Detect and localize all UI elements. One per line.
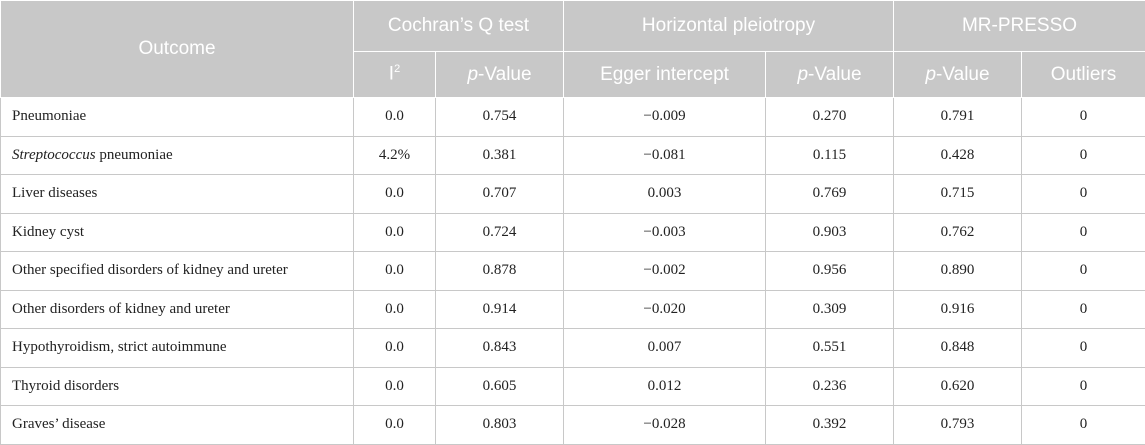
table-row: Graves’ disease 0.0 0.803 −0.028 0.392 0… (1, 406, 1145, 445)
presso-pvalue-cell: 0.848 (894, 329, 1022, 368)
egger-pvalue-cell: 0.956 (766, 252, 894, 291)
i2-cell: 0.0 (354, 290, 436, 329)
outcome-cell: Kidney cyst (1, 213, 354, 252)
q-pvalue-cell: 0.724 (436, 213, 564, 252)
egger-cell: −0.028 (564, 406, 766, 445)
table-row: Kidney cyst 0.0 0.724 −0.003 0.903 0.762… (1, 213, 1145, 252)
outliers-cell: 0 (1022, 290, 1145, 329)
header-presso-pvalue: p-Value (894, 52, 1022, 98)
egger-cell: −0.081 (564, 136, 766, 175)
i2-cell: 4.2% (354, 136, 436, 175)
header-mrpresso: MR-PRESSO (894, 1, 1145, 52)
outcome-cell: Other specified disorders of kidney and … (1, 252, 354, 291)
presso-pvalue-cell: 0.762 (894, 213, 1022, 252)
outcome-cell: Liver diseases (1, 175, 354, 214)
outliers-cell: 0 (1022, 175, 1145, 214)
q-pvalue-cell: 0.605 (436, 367, 564, 406)
q-pvalue-cell: 0.707 (436, 175, 564, 214)
table-row: Hypothyroidism, strict autoimmune 0.0 0.… (1, 329, 1145, 368)
header-row-1: Outcome Cochran’s Q test Horizontal plei… (1, 1, 1145, 52)
outliers-cell: 0 (1022, 406, 1145, 445)
egger-cell: −0.020 (564, 290, 766, 329)
egger-pvalue-cell: 0.115 (766, 136, 894, 175)
header-q-pvalue: p-Value (436, 52, 564, 98)
table-row: Streptococcus pneumoniae 4.2% 0.381 −0.0… (1, 136, 1145, 175)
egger-pvalue-cell: 0.236 (766, 367, 894, 406)
outcome-cell: Graves’ disease (1, 406, 354, 445)
table-row: Other disorders of kidney and ureter 0.0… (1, 290, 1145, 329)
header-cochran: Cochran’s Q test (354, 1, 564, 52)
table-row: Liver diseases 0.0 0.707 0.003 0.769 0.7… (1, 175, 1145, 214)
egger-cell: −0.009 (564, 98, 766, 137)
table-row: Pneumoniae 0.0 0.754 −0.009 0.270 0.791 … (1, 98, 1145, 137)
egger-pvalue-cell: 0.551 (766, 329, 894, 368)
presso-pvalue-cell: 0.916 (894, 290, 1022, 329)
outliers-cell: 0 (1022, 252, 1145, 291)
outcome-cell: Thyroid disorders (1, 367, 354, 406)
q-pvalue-cell: 0.914 (436, 290, 564, 329)
header-outcome: Outcome (1, 1, 354, 98)
q-pvalue-cell: 0.754 (436, 98, 564, 137)
egger-pvalue-cell: 0.769 (766, 175, 894, 214)
outcome-cell: Streptococcus pneumoniae (1, 136, 354, 175)
egger-cell: −0.002 (564, 252, 766, 291)
q-pvalue-cell: 0.878 (436, 252, 564, 291)
presso-pvalue-cell: 0.793 (894, 406, 1022, 445)
outliers-cell: 0 (1022, 329, 1145, 368)
egger-cell: 0.012 (564, 367, 766, 406)
outliers-cell: 0 (1022, 98, 1145, 137)
egger-cell: 0.007 (564, 329, 766, 368)
outcome-cell: Hypothyroidism, strict autoimmune (1, 329, 354, 368)
table-row: Other specified disorders of kidney and … (1, 252, 1145, 291)
i2-cell: 0.0 (354, 252, 436, 291)
header-outliers: Outliers (1022, 52, 1145, 98)
i2-cell: 0.0 (354, 406, 436, 445)
header-i2: I2 (354, 52, 436, 98)
egger-pvalue-cell: 0.309 (766, 290, 894, 329)
i2-cell: 0.0 (354, 367, 436, 406)
presso-pvalue-cell: 0.890 (894, 252, 1022, 291)
q-pvalue-cell: 0.803 (436, 406, 564, 445)
presso-pvalue-cell: 0.715 (894, 175, 1022, 214)
outcome-cell: Pneumoniae (1, 98, 354, 137)
i2-cell: 0.0 (354, 98, 436, 137)
i2-cell: 0.0 (354, 175, 436, 214)
egger-pvalue-cell: 0.270 (766, 98, 894, 137)
i2-cell: 0.0 (354, 329, 436, 368)
presso-pvalue-cell: 0.428 (894, 136, 1022, 175)
header-pleiotropy: Horizontal pleiotropy (564, 1, 894, 52)
egger-cell: 0.003 (564, 175, 766, 214)
presso-pvalue-cell: 0.620 (894, 367, 1022, 406)
egger-pvalue-cell: 0.903 (766, 213, 894, 252)
egger-cell: −0.003 (564, 213, 766, 252)
q-pvalue-cell: 0.381 (436, 136, 564, 175)
q-pvalue-cell: 0.843 (436, 329, 564, 368)
header-egger-intercept: Egger intercept (564, 52, 766, 98)
table-row: Thyroid disorders 0.0 0.605 0.012 0.236 … (1, 367, 1145, 406)
outliers-cell: 0 (1022, 367, 1145, 406)
header-egger-pvalue: p-Value (766, 52, 894, 98)
egger-pvalue-cell: 0.392 (766, 406, 894, 445)
i2-cell: 0.0 (354, 213, 436, 252)
outliers-cell: 0 (1022, 213, 1145, 252)
outcome-cell: Other disorders of kidney and ureter (1, 290, 354, 329)
presso-pvalue-cell: 0.791 (894, 98, 1022, 137)
outliers-cell: 0 (1022, 136, 1145, 175)
